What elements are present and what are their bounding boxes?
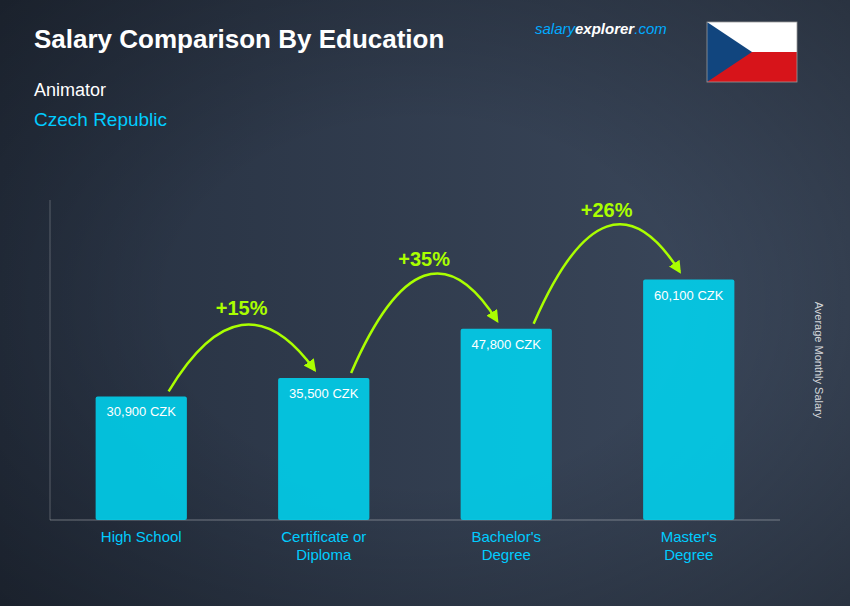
x-tick-label: Master'sDegree: [661, 528, 717, 563]
flag: [707, 22, 797, 82]
pct-label: +15%: [216, 297, 268, 319]
bar: [461, 329, 552, 520]
bar: [643, 280, 734, 520]
chart: Salary Comparison By Education Animator Cz…: [0, 0, 850, 606]
bars: [96, 280, 735, 520]
value-label: 60,100 CZK: [654, 288, 724, 303]
subtitle: Animator: [34, 80, 106, 100]
pct-arrow: [534, 224, 680, 324]
x-tick-label: Bachelor'sDegree: [471, 528, 541, 563]
bar: [96, 396, 187, 520]
x-tick-label: Certificate orDiploma: [281, 528, 366, 563]
pct-arrow: [351, 273, 497, 373]
pct-arrow: [169, 324, 315, 391]
flag-border: [707, 22, 797, 82]
pct-label: +35%: [398, 248, 450, 270]
background-vignette: [0, 0, 850, 606]
x-tick-label: High School: [101, 528, 182, 545]
brand-part: .com: [634, 20, 667, 37]
y-axis-line: [50, 200, 51, 520]
flag-blue: [707, 22, 752, 82]
brand: salaryexplorer.com: [535, 20, 667, 37]
subtitle: Czech Republic: [34, 109, 167, 130]
pct-label: +26%: [581, 199, 633, 221]
title: Salary Comparison By Education: [34, 24, 444, 54]
value-label: 47,800 CZK: [472, 337, 542, 352]
value-label: 30,900 CZK: [107, 404, 177, 419]
value-label: 35,500 CZK: [289, 386, 359, 401]
bar: [278, 378, 369, 520]
brand-part: explorer: [575, 20, 635, 37]
background: [0, 0, 850, 606]
y-axis-label: Average Monthly Salary: [813, 302, 825, 419]
brand-part: salary: [535, 20, 577, 37]
